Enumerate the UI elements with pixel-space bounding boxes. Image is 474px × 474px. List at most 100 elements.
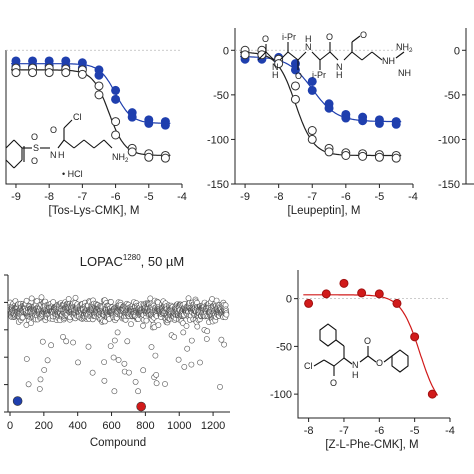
leu-y-tick-label: -50 bbox=[213, 90, 229, 102]
leu-y-tick-label: 0 bbox=[223, 45, 229, 57]
zphe-atom-o2: O bbox=[364, 336, 371, 346]
zphe-y-tick-label: 0 bbox=[286, 294, 292, 306]
lopac-compound-point bbox=[194, 323, 201, 330]
lopac-x-axis-label: Compound bbox=[90, 437, 146, 449]
tos-atom-h: H bbox=[58, 150, 65, 160]
lopac-compound-point bbox=[39, 338, 46, 345]
zphe-data-point bbox=[427, 389, 437, 399]
lopac-x-tick-label: 1000 bbox=[167, 420, 191, 432]
lopac-compound-point bbox=[25, 381, 32, 388]
leu-data-point bbox=[257, 50, 267, 60]
lopac-compound-point bbox=[197, 359, 203, 366]
leu-atom-n1: N bbox=[272, 62, 279, 72]
lopac-compound-point bbox=[188, 337, 195, 344]
lopac-compound-point bbox=[28, 320, 34, 326]
lopac-compound-point bbox=[44, 357, 51, 364]
lopac-compound-point bbox=[70, 339, 76, 346]
zphe-data-point bbox=[339, 278, 349, 288]
lopac-compound-point bbox=[184, 345, 191, 352]
third-y-tick-label: 0 bbox=[454, 45, 460, 57]
lopac-compound-point bbox=[115, 357, 122, 363]
zphe-x-tick-label: -6 bbox=[374, 425, 384, 437]
lopac-compound-point bbox=[171, 334, 178, 340]
leu-atom-n3: N bbox=[336, 62, 343, 72]
tos-data-point bbox=[44, 68, 54, 78]
tos-x-tick-label: -7 bbox=[77, 191, 87, 203]
leu-atom-h3: H bbox=[336, 70, 343, 80]
lopac-compound-point bbox=[155, 322, 162, 328]
leu-data-point bbox=[240, 50, 250, 60]
tos-data-point bbox=[11, 68, 21, 78]
tos-data-point bbox=[77, 69, 87, 79]
lopac-x-tick-label: 800 bbox=[136, 420, 154, 432]
lopac-compound-point bbox=[110, 354, 117, 361]
lopac-compound-point bbox=[101, 377, 108, 384]
leu-x-tick-label: -7 bbox=[307, 191, 317, 203]
tos-data-point bbox=[160, 120, 170, 130]
tos-x-tick-label: -5 bbox=[144, 191, 154, 203]
leu-data-point bbox=[341, 150, 351, 160]
zphe-atom-n: N bbox=[352, 360, 359, 370]
zphe-data-point bbox=[304, 298, 314, 308]
tos-data-point bbox=[28, 68, 38, 78]
leu-data-point bbox=[290, 81, 300, 91]
zphe-data-point bbox=[374, 289, 384, 299]
lopac-compound-point bbox=[153, 371, 160, 378]
panel-tos-lys-cmk: -9 -8 -7 -6 -5 -4 [Tos-Lys-CMK], M S O O N H … bbox=[5, 49, 187, 217]
lopac-compound-point bbox=[114, 329, 121, 336]
leu-data-point bbox=[324, 103, 334, 113]
tos-data-point bbox=[127, 112, 137, 122]
zphe-data-point bbox=[357, 288, 367, 298]
leu-data-point bbox=[307, 85, 317, 95]
leu-x-tick-label: -9 bbox=[240, 191, 250, 203]
lopac-compound-point bbox=[72, 294, 79, 301]
third-y-tick-label: -100 bbox=[438, 134, 460, 146]
lopac-compound-point bbox=[23, 297, 30, 304]
zphe-x-tick-label: -8 bbox=[304, 425, 314, 437]
zphe-atom-o1: O bbox=[330, 378, 337, 388]
tos-data-point bbox=[111, 117, 121, 127]
lopac-compound-point bbox=[124, 338, 131, 345]
leu-ipr2: i-Pr bbox=[312, 70, 326, 80]
leu-atom-o2: O bbox=[295, 71, 302, 81]
zphe-atom-h: H bbox=[352, 370, 359, 380]
leupeptin-structure: O N H i-Pr O N H i-Pr O N H O bbox=[257, 30, 413, 81]
lopac-compound-point bbox=[128, 321, 134, 327]
lopac-compound-point bbox=[36, 386, 43, 392]
lopac-compound-point bbox=[140, 322, 146, 329]
zphe-x-tick-label: -7 bbox=[339, 425, 349, 437]
tos-data-point bbox=[61, 68, 71, 78]
leu-atom-nh: NH bbox=[382, 56, 395, 66]
leu-fit-curve-1 bbox=[240, 51, 402, 157]
tos-fit-curve-0 bbox=[11, 63, 171, 124]
leu-data-point bbox=[274, 59, 284, 69]
leu-data-point bbox=[341, 113, 351, 123]
lopac-compound-point bbox=[111, 337, 118, 344]
lopac-compound-point bbox=[203, 336, 210, 342]
lopac-compound-point bbox=[101, 359, 107, 365]
lopac-x-tick-label: 600 bbox=[102, 420, 120, 432]
lopac-compound-point bbox=[153, 380, 160, 387]
lopac-compound-point bbox=[48, 342, 54, 349]
leu-atom-o1: O bbox=[262, 34, 269, 44]
lopac-compound-point bbox=[223, 311, 230, 318]
leu-atom-nh3: NH bbox=[398, 68, 411, 78]
tos-x-tick-label: -8 bbox=[44, 191, 54, 203]
lopac-compound-point bbox=[63, 338, 70, 345]
leu-data-point bbox=[391, 119, 401, 129]
tos-data-point bbox=[111, 85, 121, 95]
lopac-compound-point bbox=[23, 356, 30, 362]
leu-y-tick-label: -100 bbox=[207, 134, 229, 146]
leu-data-point bbox=[391, 153, 401, 163]
tos-data-point bbox=[144, 118, 154, 128]
panel-z-l-phe-cmk: -8 -7 -6 -5 -4 0 -50 -100 [Z-L-Phe-CMK], M O C… bbox=[270, 270, 455, 451]
tos-data-point bbox=[127, 147, 137, 157]
lopac-x-tick-label: 200 bbox=[35, 420, 53, 432]
tos-axes bbox=[5, 50, 182, 185]
leu-y-tick-label: -150 bbox=[207, 179, 229, 191]
lopac-compound-point bbox=[143, 317, 150, 324]
lopac-compound-point bbox=[162, 381, 168, 387]
tos-data-point bbox=[160, 153, 170, 163]
lopac-compound-point bbox=[75, 359, 81, 366]
panel-third-partial: 0 -50 -100 -150 bbox=[438, 28, 474, 191]
